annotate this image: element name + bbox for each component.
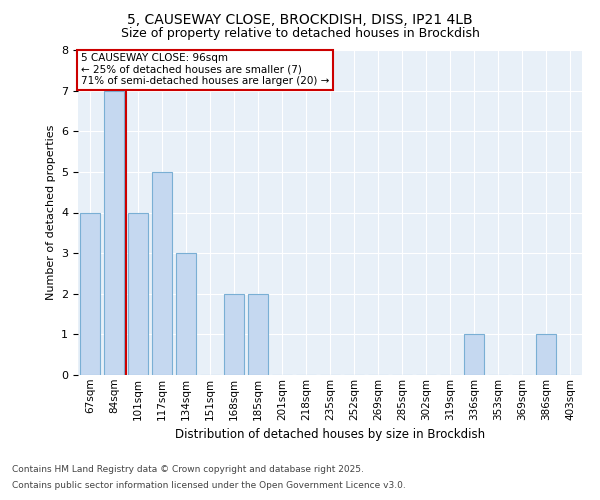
Bar (464, 334, 484, 375)
Bar (104, 90, 124, 375)
Bar (128, 212, 148, 375)
Y-axis label: Number of detached properties: Number of detached properties (46, 125, 56, 300)
Text: Contains HM Land Registry data © Crown copyright and database right 2025.: Contains HM Land Registry data © Crown c… (12, 466, 364, 474)
Bar (224, 294, 244, 375)
X-axis label: Distribution of detached houses by size in Brockdish: Distribution of detached houses by size … (175, 428, 485, 441)
Text: Size of property relative to detached houses in Brockdish: Size of property relative to detached ho… (121, 28, 479, 40)
Bar (152, 172, 172, 375)
Bar (536, 334, 556, 375)
Bar (176, 253, 196, 375)
Bar (248, 294, 268, 375)
Text: 5, CAUSEWAY CLOSE, BROCKDISH, DISS, IP21 4LB: 5, CAUSEWAY CLOSE, BROCKDISH, DISS, IP21… (127, 12, 473, 26)
Text: Contains public sector information licensed under the Open Government Licence v3: Contains public sector information licen… (12, 480, 406, 490)
Bar (80, 212, 100, 375)
Text: 5 CAUSEWAY CLOSE: 96sqm
← 25% of detached houses are smaller (7)
71% of semi-det: 5 CAUSEWAY CLOSE: 96sqm ← 25% of detache… (80, 53, 329, 86)
